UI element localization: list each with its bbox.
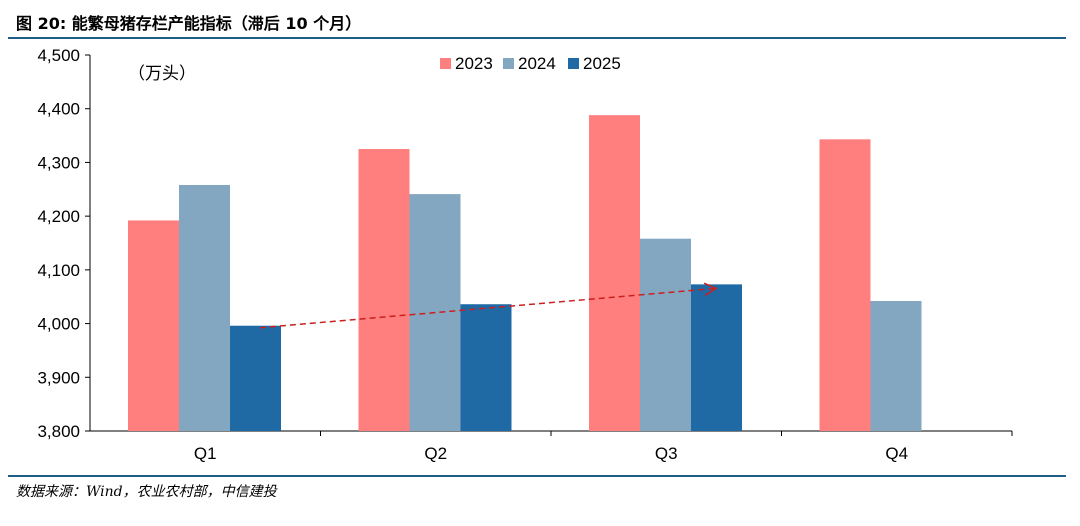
unit-label: （万头） bbox=[128, 64, 196, 84]
trend-arrow-line bbox=[259, 287, 717, 329]
figure-title: 图 20: 能繁母猪存栏产能指标（滞后 10 个月） bbox=[16, 14, 362, 33]
x-tick-label: Q2 bbox=[424, 444, 447, 463]
legend-swatch-2025 bbox=[568, 58, 579, 69]
legend-label-2024: 2024 bbox=[518, 54, 556, 73]
bar-q1-2025 bbox=[230, 325, 281, 431]
x-tick-label: Q4 bbox=[885, 444, 908, 463]
bar-q4-2023 bbox=[819, 139, 871, 431]
y-tick-label: 4,500 bbox=[37, 46, 80, 65]
legend-label-2025: 2025 bbox=[583, 54, 621, 73]
y-tick-label: 4,400 bbox=[37, 100, 80, 119]
y-tick-label: 3,900 bbox=[37, 368, 80, 387]
bottom-rule bbox=[8, 475, 1066, 477]
trend-arrow-head bbox=[703, 282, 718, 297]
bar-q2-2023 bbox=[358, 149, 410, 431]
y-tick-label: 4,100 bbox=[37, 261, 80, 280]
bar-q3-2025 bbox=[691, 284, 742, 431]
legend-swatch-2024 bbox=[503, 58, 514, 69]
source-note: 数据来源：Wind，农业农村部，中信建投 bbox=[16, 484, 277, 500]
y-tick-label: 4,000 bbox=[37, 315, 80, 334]
bar-q3-2024 bbox=[640, 238, 691, 431]
bar-q4-2024 bbox=[870, 301, 922, 431]
y-tick-label: 4,300 bbox=[37, 153, 80, 172]
top-rule bbox=[8, 37, 1066, 39]
bar-q3-2023 bbox=[589, 115, 640, 431]
y-tick-label: 4,200 bbox=[37, 207, 80, 226]
legend-label-2023: 2023 bbox=[455, 54, 493, 73]
x-tick-label: Q3 bbox=[655, 444, 678, 463]
x-tick-label: Q1 bbox=[194, 444, 217, 463]
bar-q2-2025 bbox=[460, 304, 512, 431]
bar-q1-2024 bbox=[179, 184, 230, 431]
bar-q1-2023 bbox=[128, 220, 179, 431]
legend-swatch-2023 bbox=[440, 58, 451, 69]
y-tick-label: 3,800 bbox=[37, 422, 80, 441]
bar-chart: 3,800 3,900 4,000 4,100 4,200 4,300 4,400 4,500… bbox=[37, 46, 1013, 463]
